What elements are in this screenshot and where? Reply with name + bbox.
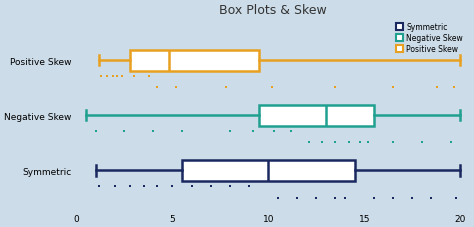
Point bbox=[207, 185, 215, 188]
Point bbox=[270, 130, 278, 133]
Point bbox=[451, 86, 458, 90]
Point bbox=[149, 130, 157, 133]
Point bbox=[312, 196, 320, 200]
Point bbox=[453, 196, 460, 200]
Point bbox=[169, 185, 176, 188]
Point bbox=[288, 130, 295, 133]
Point bbox=[428, 196, 435, 200]
Point bbox=[96, 185, 103, 188]
Point bbox=[370, 196, 378, 200]
Point bbox=[249, 130, 257, 133]
Point bbox=[118, 75, 126, 78]
Point bbox=[389, 141, 397, 145]
Point bbox=[140, 185, 147, 188]
Point bbox=[103, 75, 111, 78]
Point bbox=[447, 141, 455, 145]
Point bbox=[226, 130, 234, 133]
Point bbox=[268, 86, 276, 90]
Point bbox=[332, 86, 339, 90]
PathPatch shape bbox=[130, 50, 259, 71]
Point bbox=[418, 141, 426, 145]
Point bbox=[389, 196, 397, 200]
Point bbox=[120, 130, 128, 133]
Title: Box Plots & Skew: Box Plots & Skew bbox=[219, 4, 327, 17]
Point bbox=[332, 141, 339, 145]
Point bbox=[341, 196, 349, 200]
Point bbox=[293, 196, 301, 200]
Point bbox=[146, 75, 153, 78]
Point bbox=[365, 141, 372, 145]
PathPatch shape bbox=[182, 160, 355, 181]
Point bbox=[98, 75, 105, 78]
PathPatch shape bbox=[259, 105, 374, 126]
Point bbox=[92, 130, 100, 133]
Point bbox=[433, 86, 441, 90]
Point bbox=[332, 196, 339, 200]
Point bbox=[409, 196, 416, 200]
Point bbox=[356, 141, 364, 145]
Point bbox=[274, 196, 282, 200]
Point bbox=[127, 185, 134, 188]
Point bbox=[305, 141, 312, 145]
Point bbox=[153, 86, 161, 90]
Point bbox=[389, 86, 397, 90]
Point bbox=[188, 185, 195, 188]
Point bbox=[130, 75, 138, 78]
Point bbox=[109, 75, 117, 78]
Point bbox=[173, 86, 180, 90]
Point bbox=[113, 75, 120, 78]
Point bbox=[111, 185, 118, 188]
Point bbox=[345, 141, 353, 145]
Point bbox=[153, 185, 161, 188]
Point bbox=[226, 185, 234, 188]
Point bbox=[178, 130, 186, 133]
Point bbox=[318, 141, 326, 145]
Point bbox=[246, 185, 253, 188]
Legend: Symmetric, Negative Skew, Positive Skew: Symmetric, Negative Skew, Positive Skew bbox=[392, 20, 466, 57]
Point bbox=[222, 86, 230, 90]
